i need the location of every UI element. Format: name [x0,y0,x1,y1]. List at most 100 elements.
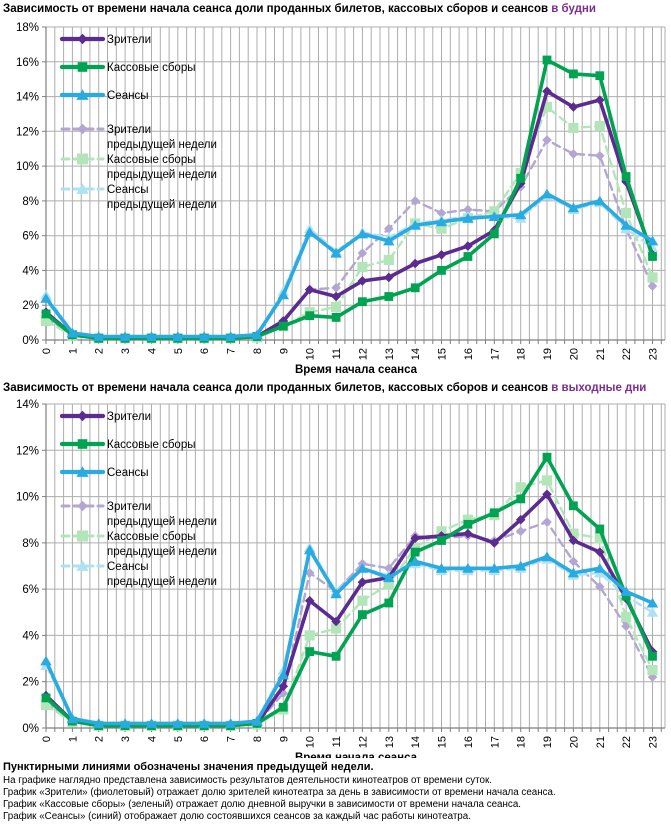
svg-text:10%: 10% [16,492,39,504]
svg-text:8%: 8% [22,196,39,208]
svg-text:6%: 6% [22,584,39,596]
svg-text:предыдущей недели: предыдущей недели [107,199,217,211]
svg-text:10%: 10% [16,161,39,173]
svg-text:7: 7 [226,736,238,742]
svg-text:Зрители: Зрители [107,34,151,46]
diamond-marker-icon [77,33,88,45]
svg-text:0: 0 [41,736,53,742]
svg-text:Зрители: Зрители [107,411,151,423]
svg-text:Зрители: Зрители [107,501,151,513]
legend: Зрители Кассовые сборы Сеансы Зрители предыд… [59,33,217,211]
svg-text:14: 14 [410,348,422,360]
svg-text:2%: 2% [22,677,39,689]
chart-weekends-title: Зависимость от времени начала сеанса дол… [0,379,671,398]
svg-text:18%: 18% [16,22,39,34]
svg-text:6: 6 [199,348,211,354]
svg-text:18: 18 [516,736,528,748]
legend-item-seansy_prev: Сеансы предыдущей недели [60,183,217,211]
svg-text:предыдущей недели: предыдущей недели [107,576,217,588]
svg-text:4: 4 [147,736,159,742]
footnote-line: График «Сеансы» (синий) отображает долю … [3,811,471,822]
legend-item-kassovye: Кассовые сборы [59,439,195,451]
svg-text:6%: 6% [22,231,39,243]
svg-text:23: 23 [648,348,660,360]
svg-text:Кассовые сборы: Кассовые сборы [107,154,195,166]
triangle-marker-icon [76,466,89,477]
svg-text:9: 9 [278,348,290,354]
svg-text:22: 22 [621,736,633,748]
legend-item-zriteli_prev: Зрители предыдущей недели [60,123,217,151]
svg-text:10: 10 [305,348,317,360]
svg-text:Сеансы: Сеансы [107,561,148,573]
chart-weekends-title-text: Зависимость от времени начала сеанса дол… [3,382,549,394]
legend-item-zriteli_prev: Зрители предыдущей недели [60,500,217,528]
series-seansy_prev [40,190,659,342]
svg-text:8: 8 [252,348,264,354]
gridlines [46,26,666,340]
series-seansy-line [40,188,659,342]
svg-text:12: 12 [357,348,369,360]
svg-text:19: 19 [542,736,554,748]
svg-text:предыдущей недели: предыдущей недели [107,516,217,528]
svg-text:3: 3 [120,348,132,354]
svg-text:16: 16 [463,736,475,748]
footnote-line: График «Кассовые сборы» (зеленый) отража… [3,799,521,810]
svg-text:6: 6 [199,736,211,742]
svg-text:Зрители: Зрители [107,124,151,136]
y-axis-labels: 0% 2% 4% 6% 8% 10% 12% 14% 16% 18% [16,22,39,347]
square-marker-icon [77,62,88,72]
svg-text:5: 5 [173,348,185,354]
svg-text:2: 2 [94,736,106,742]
chart-weekdays-title-text: Зависимость от времени начала сеанса дол… [3,3,549,15]
legend-item-zriteli: Зрители [59,33,151,46]
svg-text:13: 13 [384,348,396,360]
series-seansy-line [40,544,659,728]
chart-weekdays-title-accent: в будни [551,3,596,15]
svg-text:14%: 14% [16,92,39,104]
triangle-marker-icon [76,183,89,194]
legend-item-seansy: Сеансы [59,466,148,479]
svg-text:0%: 0% [22,335,39,347]
svg-text:17: 17 [489,348,501,360]
diamond-marker-icon [77,410,88,422]
svg-text:11: 11 [331,348,343,359]
svg-text:4%: 4% [22,265,39,277]
svg-text:предыдущей недели: предыдущей недели [107,546,217,558]
svg-text:22: 22 [621,348,633,360]
svg-text:21: 21 [595,348,607,360]
svg-text:16%: 16% [16,57,39,69]
svg-text:4%: 4% [22,630,39,642]
svg-text:0%: 0% [22,723,39,735]
svg-text:19: 19 [542,348,554,360]
square-marker-icon [77,153,88,165]
svg-text:Кассовые сборы: Кассовые сборы [107,62,195,74]
svg-text:2: 2 [94,348,106,354]
legend-item-kassovye_prev: Кассовые сборы предыдущей недели [60,530,217,558]
svg-text:8%: 8% [22,538,39,550]
svg-text:15: 15 [437,736,449,748]
svg-text:Сеансы: Сеансы [107,467,148,479]
svg-text:2%: 2% [22,300,39,312]
triangle-marker-icon [76,560,89,571]
svg-text:23: 23 [648,736,660,748]
svg-text:14%: 14% [16,399,39,411]
svg-text:0: 0 [41,348,53,354]
svg-text:Сеансы: Сеансы [107,90,148,102]
legend-item-kassovye_prev: Кассовые сборы предыдущей недели [60,153,217,181]
legend-item-seansy_prev: Сеансы предыдущей недели [60,560,217,588]
legend-item-seansy: Сеансы [59,89,148,102]
svg-text:13: 13 [384,736,396,748]
chart-weekends-title-accent: в выходные дни [551,382,647,394]
square-marker-icon [77,530,88,542]
svg-text:14: 14 [410,736,422,748]
legend-item-zriteli: Зрители [59,410,151,423]
diamond-marker-icon [77,500,88,512]
svg-text:предыдущей недели: предыдущей недели [107,169,217,181]
svg-text:12%: 12% [16,126,39,138]
chart-weekdays-canvas: 0%2%4%6%8%10%12%14%16%18%0 1 2 3 4 5 6 7 8 9 10 11 1… [16,22,666,376]
svg-text:8: 8 [252,736,264,742]
svg-text:11: 11 [331,736,343,747]
svg-text:20: 20 [568,736,580,748]
svg-text:предыдущей недели: предыдущей недели [107,139,217,151]
